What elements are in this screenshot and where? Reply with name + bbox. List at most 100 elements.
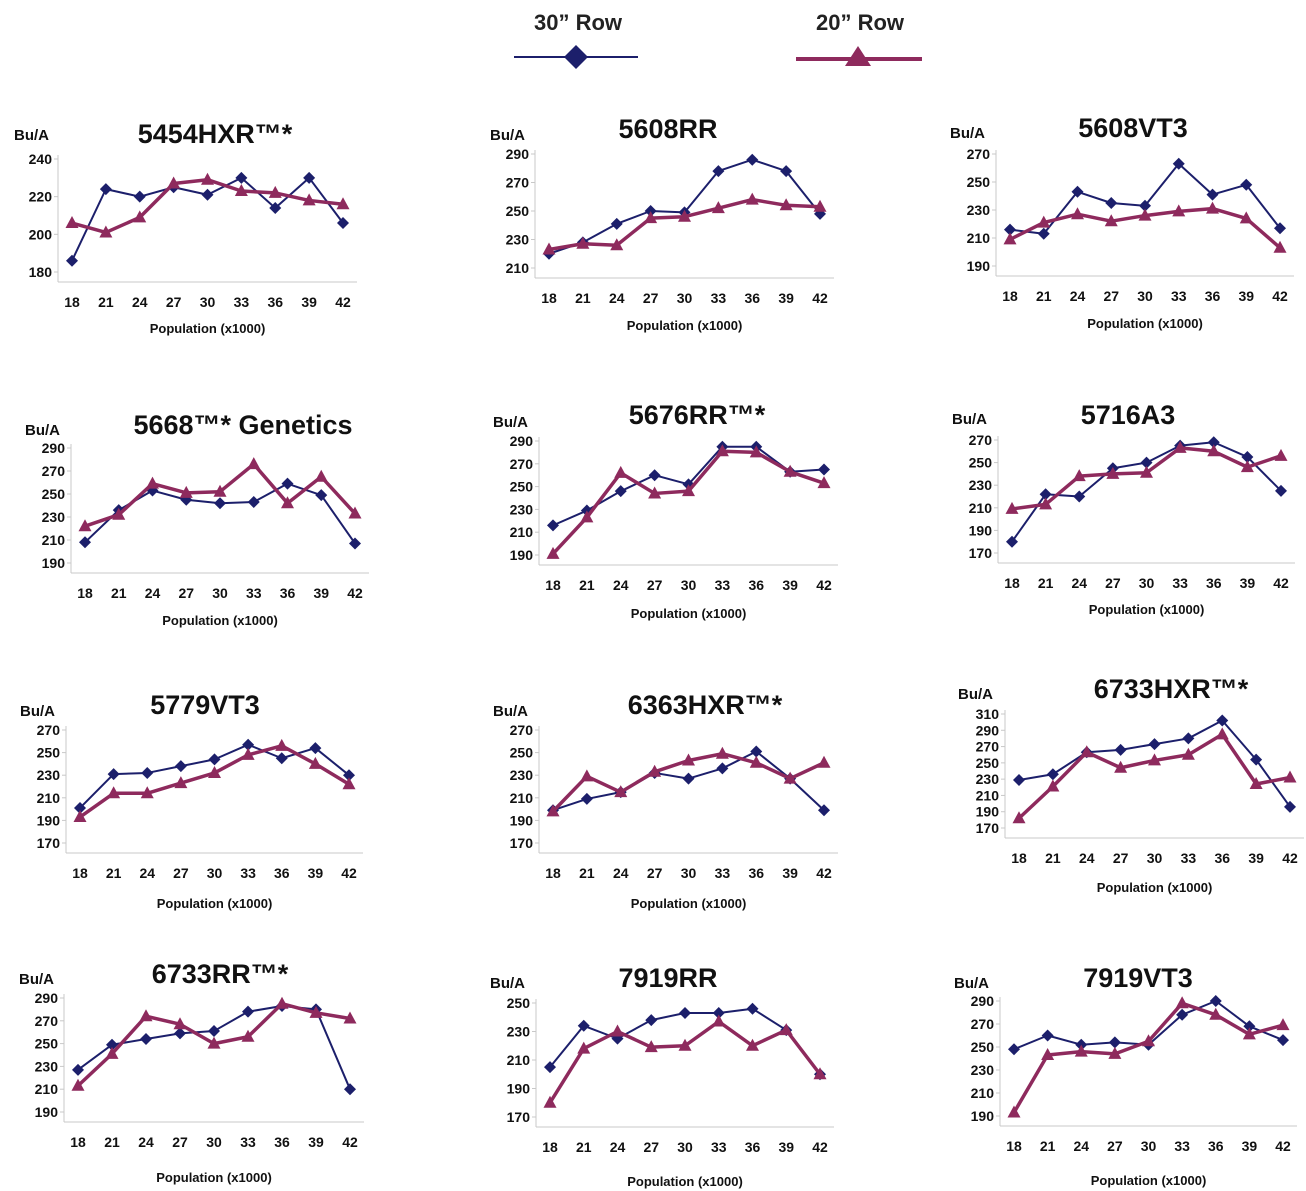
- data-point-20-row: [173, 1017, 187, 1030]
- x-tick-label: 36: [748, 865, 764, 881]
- data-point-20-row: [682, 484, 695, 497]
- y-tick-label: 250: [976, 755, 1000, 771]
- x-tick-label: 30: [212, 585, 228, 601]
- chart-title: 6363HXR™*: [628, 690, 783, 720]
- data-point-30-row: [1041, 1029, 1054, 1042]
- data-point-20-row: [1074, 1044, 1088, 1057]
- data-point-20-row: [783, 771, 797, 784]
- y-tick-label: 190: [37, 812, 61, 828]
- x-tick-label: 36: [1205, 288, 1221, 304]
- data-point-20-row: [817, 755, 831, 768]
- data-point-30-row: [242, 738, 255, 751]
- x-tick-label: 30: [677, 290, 693, 306]
- data-point-20-row: [813, 199, 827, 212]
- y-tick-label: 190: [967, 258, 991, 274]
- x-tick-label: 39: [313, 585, 329, 601]
- chart-title: 7919RR: [618, 963, 717, 993]
- data-point-20-row: [268, 185, 282, 198]
- data-point-20-row: [99, 225, 113, 238]
- data-point-30-row: [1105, 197, 1118, 209]
- x-tick-label: 24: [132, 294, 148, 310]
- x-tick-label: 36: [267, 294, 283, 310]
- data-point-30-row: [679, 1006, 691, 1019]
- x-tick-label: 24: [613, 577, 629, 593]
- x-tick-label: 42: [347, 585, 363, 601]
- y-tick-label: 170: [37, 835, 61, 851]
- x-tick-label: 33: [715, 865, 731, 881]
- data-point-20-row: [1039, 497, 1053, 510]
- x-axis-label: Population (x1000): [1097, 880, 1213, 895]
- data-point-20-row: [314, 469, 328, 482]
- data-point-30-row: [1182, 732, 1195, 745]
- x-axis-label: Population (x1000): [627, 318, 743, 333]
- x-tick-label: 27: [1107, 1138, 1123, 1154]
- y-tick-label: 230: [37, 767, 61, 783]
- x-tick-label: 21: [1038, 575, 1054, 591]
- x-tick-label: 33: [234, 294, 250, 310]
- data-point-20-row: [213, 484, 227, 497]
- x-tick-label: 36: [1208, 1138, 1224, 1154]
- data-point-20-row: [174, 776, 188, 789]
- x-axis-label: Population (x1000): [150, 321, 266, 336]
- data-point-20-row: [1276, 1018, 1290, 1031]
- x-tick-label: 39: [301, 294, 317, 310]
- x-tick-label: 39: [1238, 288, 1254, 304]
- data-point-20-row: [65, 216, 79, 229]
- data-point-20-row: [1106, 466, 1120, 479]
- data-point-30-row: [235, 171, 248, 184]
- legend: 30” Row 20” Row: [514, 10, 922, 69]
- data-point-20-row: [1080, 745, 1094, 758]
- x-tick-label: 18: [64, 294, 80, 310]
- y-axis-label: Bu/A: [490, 127, 525, 144]
- data-point-30-row: [106, 1038, 118, 1051]
- data-point-20-row: [779, 1023, 793, 1036]
- chart-5608rr: 5608RR Bu/A 210 230 250 270 290 18 21 24 27 30 33 36 3…: [490, 114, 834, 333]
- y-tick-label: 230: [507, 1024, 531, 1040]
- data-point-20-row: [678, 1038, 692, 1051]
- x-tick-label: 18: [70, 1134, 86, 1150]
- y-axis-label: Bu/A: [954, 975, 989, 992]
- data-point-30-row: [247, 496, 260, 509]
- y-tick-label: 270: [510, 456, 534, 472]
- data-point-20-row: [1041, 1048, 1055, 1061]
- data-point-20-row: [133, 210, 147, 223]
- y-tick-label: 230: [35, 1058, 59, 1074]
- chart-title: 5716A3: [1081, 400, 1176, 430]
- data-point-20-row: [1273, 240, 1287, 253]
- data-point-20-row: [682, 753, 695, 766]
- data-point-20-row: [546, 546, 560, 559]
- data-point-30-row: [107, 768, 120, 781]
- x-tick-label: 27: [643, 290, 659, 306]
- data-point-30-row: [746, 1002, 759, 1015]
- data-point-20-row: [1239, 211, 1253, 224]
- x-tick-label: 33: [240, 865, 256, 881]
- x-tick-label: 30: [207, 865, 223, 881]
- data-point-30-row: [208, 753, 221, 766]
- data-point-30-row: [1240, 178, 1253, 191]
- data-point-20-row: [614, 465, 628, 478]
- x-axis-label: Population (x1000): [631, 896, 747, 911]
- x-tick-label: 21: [98, 294, 114, 310]
- legend-diamond-marker: [564, 45, 588, 69]
- y-tick-label: 210: [37, 790, 61, 806]
- data-point-30-row: [1004, 223, 1016, 236]
- data-point-30-row: [750, 745, 763, 758]
- data-point-30-row: [1176, 1008, 1189, 1021]
- x-tick-label: 24: [1071, 575, 1087, 591]
- y-tick-label: 190: [35, 1104, 59, 1120]
- data-point-30-row: [349, 537, 361, 550]
- x-tick-label: 30: [681, 865, 697, 881]
- x-axis-label: Population (x1000): [157, 896, 273, 911]
- data-point-20-row: [201, 172, 214, 185]
- data-point-30-row: [1284, 800, 1296, 813]
- data-point-30-row: [303, 171, 316, 184]
- y-tick-label: 210: [510, 790, 534, 806]
- y-tick-label: 290: [35, 990, 59, 1006]
- x-tick-label: 33: [715, 577, 731, 593]
- x-tick-label: 18: [545, 865, 561, 881]
- y-tick-label: 250: [37, 745, 61, 761]
- data-point-20-row: [542, 242, 556, 255]
- x-tick-label: 27: [178, 585, 194, 601]
